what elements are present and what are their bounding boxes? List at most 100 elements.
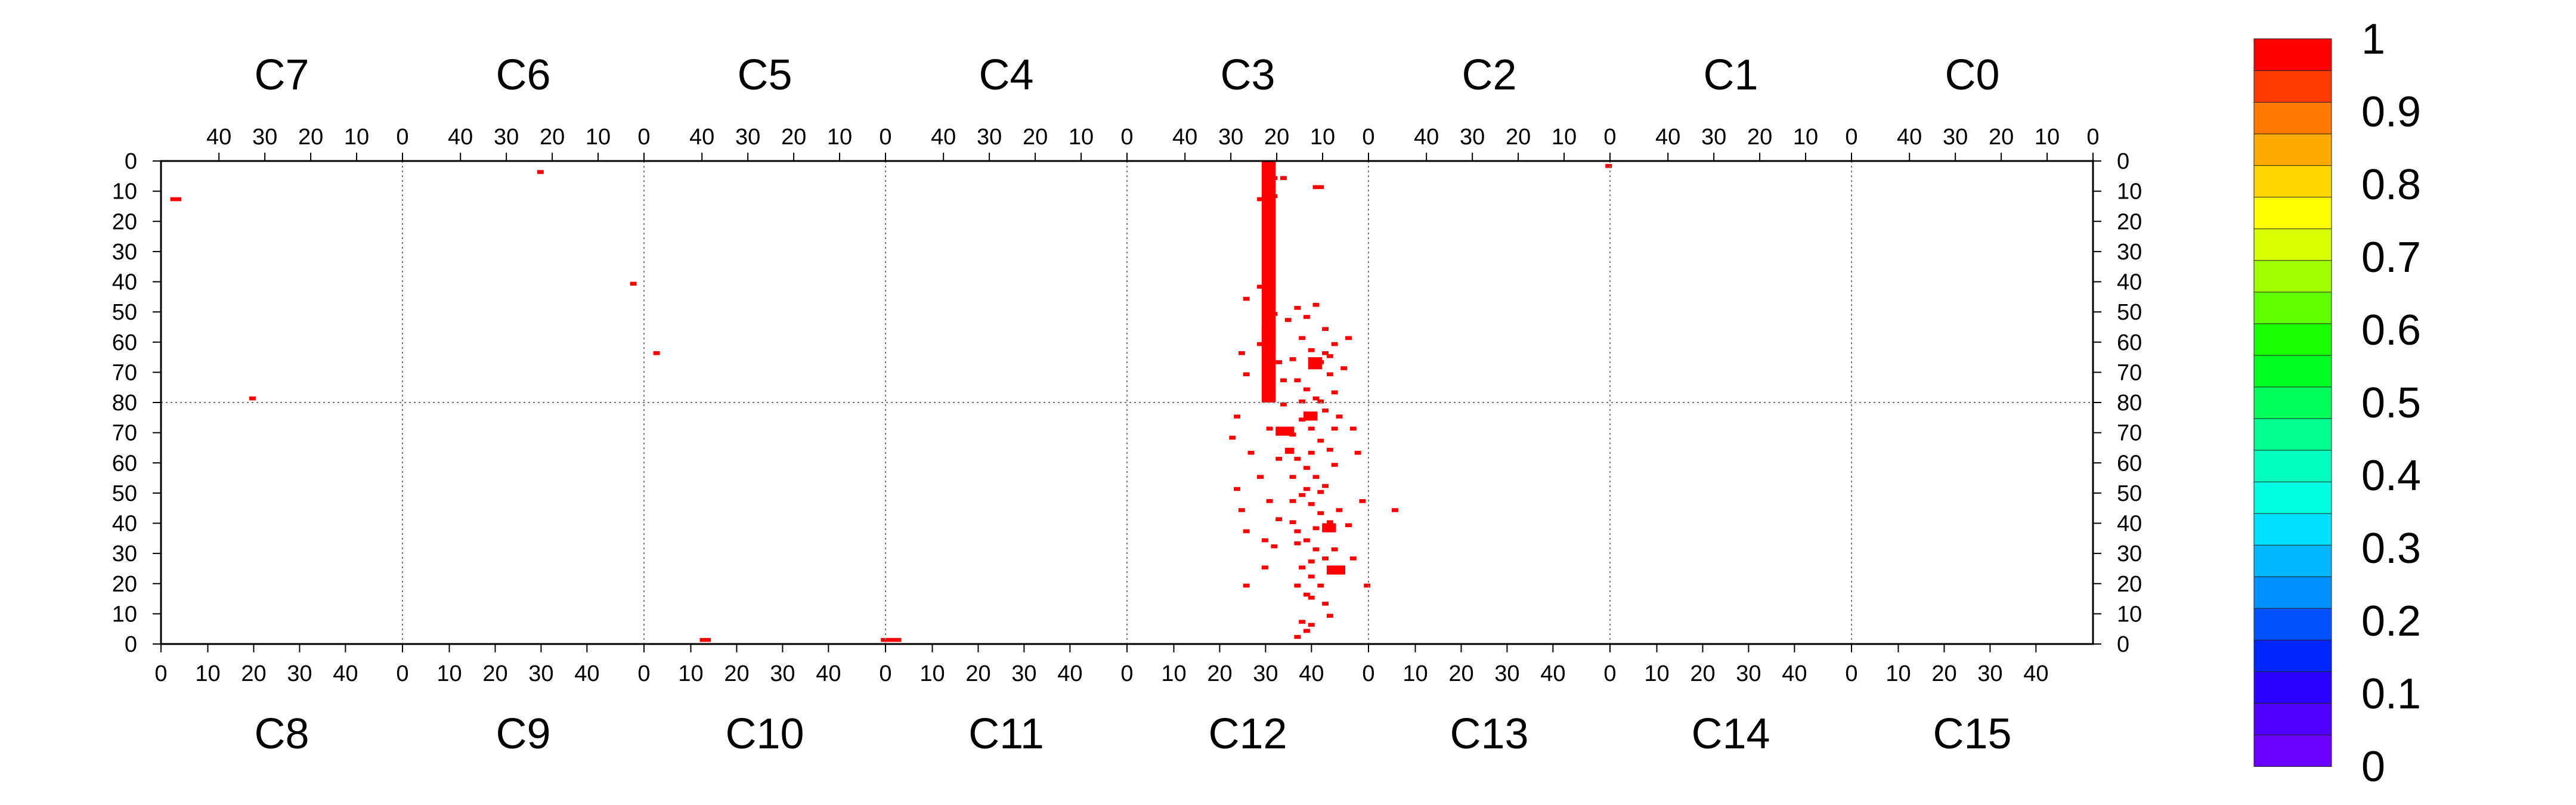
bottom-tick-label: 30 — [287, 661, 312, 686]
palette-label: 0.8 — [2361, 161, 2421, 209]
left-row-label: 0 — [125, 632, 137, 657]
right-row-label: 80 — [2117, 391, 2142, 416]
hit-pixel — [1266, 499, 1273, 503]
bottom-tick-label: 10 — [919, 661, 945, 686]
hit-pixel — [1326, 372, 1333, 376]
hit-pixel — [1336, 414, 1343, 419]
top-tick-label: 10 — [2035, 125, 2060, 150]
hit-pixel — [1326, 520, 1333, 525]
palette-swatch — [2253, 671, 2332, 704]
palette-swatch — [2253, 259, 2332, 293]
right-row-label: 20 — [2117, 209, 2142, 234]
hit-pixel — [1308, 502, 1315, 506]
right-row-label: 60 — [2117, 330, 2142, 355]
right-row-label: 40 — [2117, 270, 2142, 295]
bottom-tick-label: 10 — [436, 661, 462, 686]
hit-pixel — [1322, 327, 1329, 332]
hit-pixel — [1238, 508, 1245, 512]
hit-pixel — [1349, 556, 1357, 561]
top-tick-label: 30 — [735, 125, 760, 150]
hit-pixel — [1294, 457, 1301, 461]
palette-swatch — [2253, 133, 2332, 166]
bottom-tick-label: 10 — [1644, 661, 1669, 686]
palette-label: 0.4 — [2361, 452, 2421, 500]
hit-pixel — [1243, 583, 1250, 588]
bottom-tick-label: 0 — [1603, 661, 1616, 686]
hit-pixel — [1312, 185, 1320, 190]
left-row-label: 10 — [112, 602, 137, 627]
hit-block — [1261, 327, 1276, 351]
bottom-tick-label: 30 — [528, 661, 553, 686]
bottom-tick-label: 20 — [482, 661, 507, 686]
right-row-label: 40 — [2117, 512, 2142, 537]
hit-pixel — [1308, 451, 1315, 455]
palette-label: 1 — [2361, 16, 2385, 63]
right-row-label: 0 — [2117, 632, 2129, 657]
hit-pixel — [1284, 318, 1292, 322]
hit-pixel — [1247, 451, 1255, 455]
hit-pixel — [1243, 372, 1250, 376]
hit-pixel — [1331, 342, 1338, 346]
bottom-tick-label: 40 — [1299, 661, 1324, 686]
hit-pixel — [1312, 526, 1320, 531]
top-tick-label: 10 — [827, 125, 852, 150]
hit-pixel — [1322, 351, 1329, 355]
hit-pixel — [1275, 517, 1283, 521]
top-tick-label: 10 — [1310, 125, 1335, 150]
bottom-tick-label: 0 — [637, 661, 650, 686]
top-tick-label: 0 — [637, 125, 650, 150]
hit-pixel — [1364, 583, 1371, 588]
left-row-label: 70 — [112, 421, 137, 446]
hit-pixel — [1322, 484, 1329, 488]
hit-pixel — [894, 637, 902, 642]
hit-pixel — [1243, 296, 1250, 301]
left-row-label: 60 — [112, 330, 137, 355]
right-row-label: 0 — [2117, 149, 2129, 174]
hit-pixel — [1294, 634, 1301, 639]
hit-pixel — [1294, 306, 1301, 310]
hit-pixel — [1303, 628, 1310, 633]
hit-block — [1275, 426, 1295, 436]
bottom-tick-label: 40 — [816, 661, 841, 686]
top-tick-label: 20 — [1747, 125, 1772, 150]
hit-pixel — [1280, 402, 1287, 407]
chip-label-bottom: C13 — [1450, 710, 1528, 758]
right-row-label: 70 — [2117, 360, 2142, 385]
hit-pixel — [1303, 315, 1310, 319]
palette-swatch — [2253, 101, 2332, 135]
bottom-tick-label: 10 — [195, 661, 220, 686]
hit-pixel — [1340, 366, 1348, 370]
right-row-label: 50 — [2117, 300, 2142, 325]
bottom-tick-label: 30 — [1736, 661, 1761, 686]
hit-block — [1326, 565, 1346, 575]
hit-pixel — [1317, 399, 1324, 404]
hit-pixel — [1294, 583, 1301, 588]
hit-pixel — [1322, 408, 1329, 413]
chip-label-bottom: C12 — [1208, 710, 1287, 758]
axis-ticks — [153, 153, 2101, 652]
hit-pixel — [1299, 493, 1306, 497]
hit-pixel — [1345, 523, 1352, 528]
palette-label: 0.3 — [2361, 525, 2421, 572]
hit-pixel — [1317, 583, 1324, 588]
palette-swatch — [2253, 418, 2332, 451]
hit-pixel — [1331, 426, 1338, 431]
hit-pixel — [1303, 487, 1310, 491]
hit-block — [1284, 447, 1295, 454]
palette-label: 0.9 — [2361, 88, 2421, 136]
palette-label: 0.7 — [2361, 234, 2421, 281]
hit-pixel — [1322, 556, 1329, 561]
hit-pixel — [1326, 614, 1333, 618]
bottom-tick-label: 20 — [1448, 661, 1473, 686]
top-tick-label: 40 — [931, 125, 956, 150]
left-row-label: 60 — [112, 451, 137, 476]
hit-pixel — [1326, 354, 1333, 358]
top-tick-label: 20 — [298, 125, 323, 150]
hit-pixel — [890, 637, 897, 642]
top-tick-label: 0 — [1603, 125, 1616, 150]
hit-pixel — [1294, 378, 1301, 383]
hit-pixel — [1275, 360, 1283, 364]
top-tick-label: 30 — [1218, 125, 1243, 150]
palette-label: 0.6 — [2361, 306, 2421, 354]
top-tick-label: 10 — [586, 125, 611, 150]
